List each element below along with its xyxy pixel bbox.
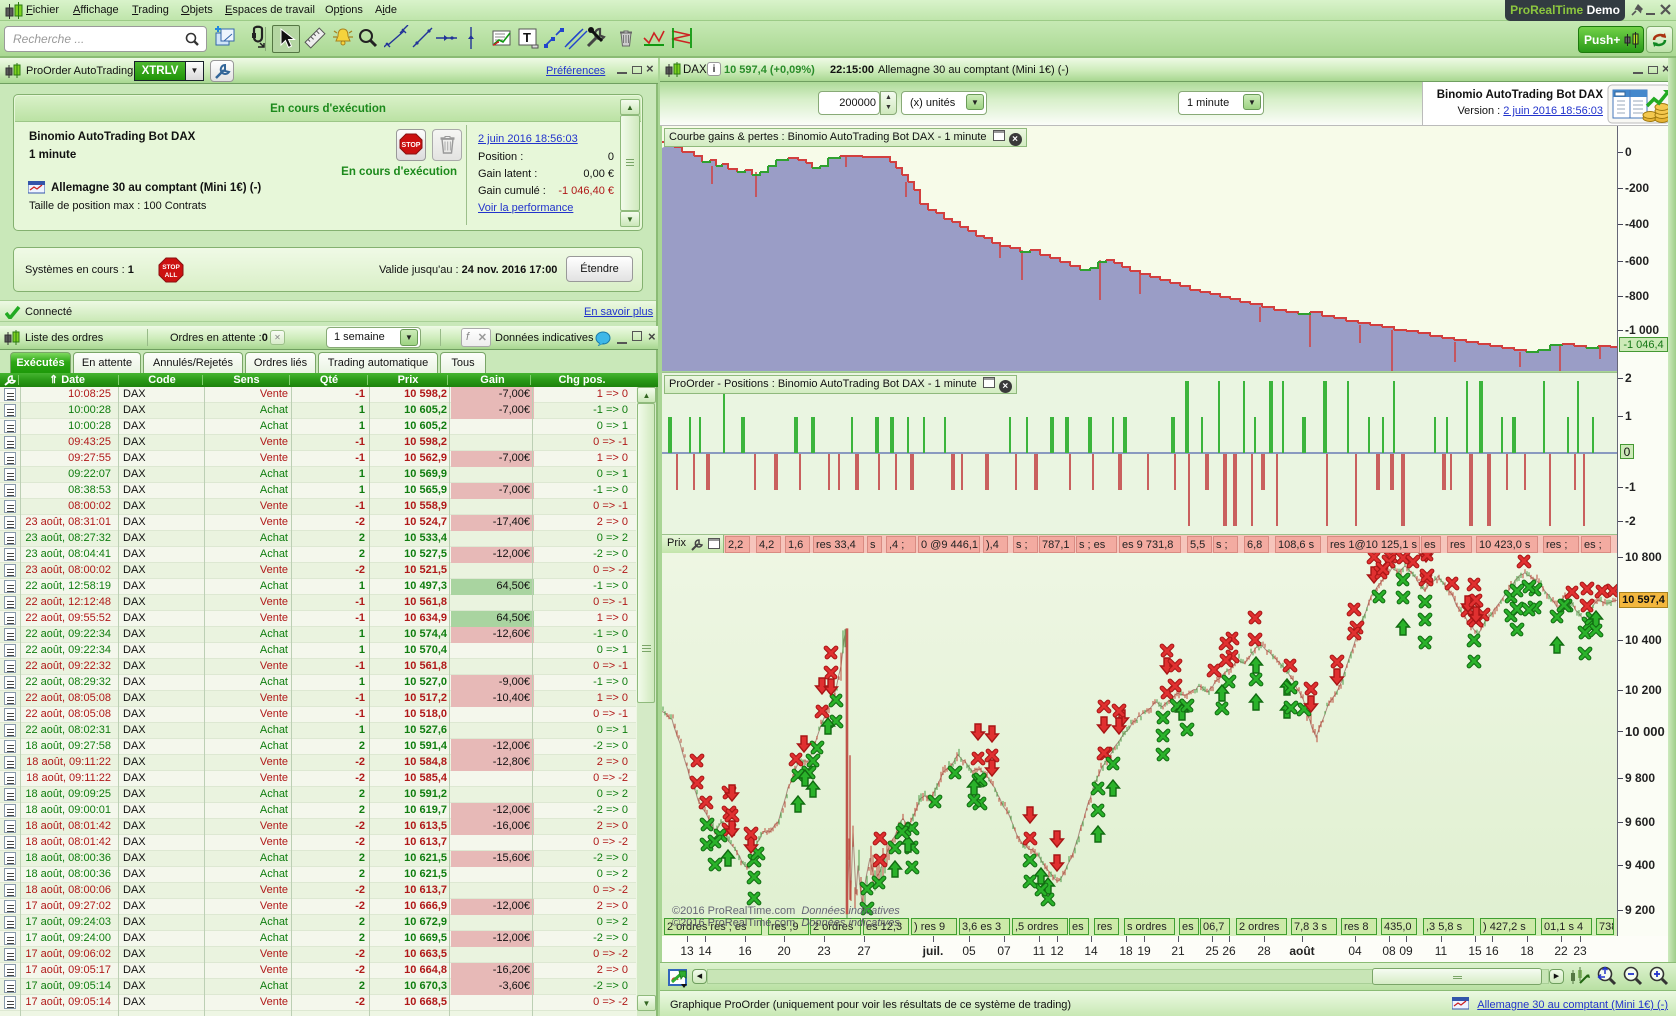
svg-text:T: T: [523, 30, 531, 45]
svg-text:STOP: STOP: [402, 142, 421, 149]
svg-text:STOP: STOP: [162, 264, 180, 271]
svg-text:ALL: ALL: [165, 272, 178, 279]
